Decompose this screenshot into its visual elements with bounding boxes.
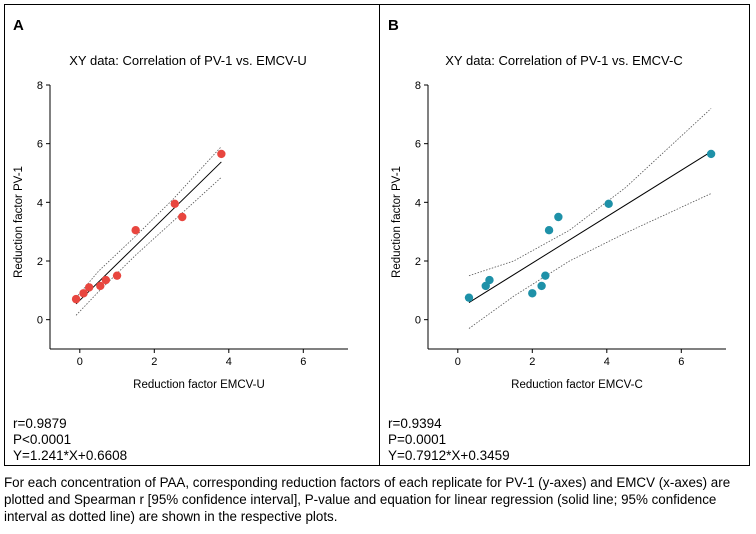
x-tick-label: 6	[300, 356, 306, 368]
y-tick-label: 4	[37, 197, 43, 209]
x-tick-label: 2	[529, 356, 535, 368]
panel-b-chart: 0 2 4 6 8 0 2 4 6 Reduction factor EMCV-C Reductio…	[391, 80, 726, 391]
data-point	[79, 289, 88, 298]
panel-b-letter: B	[388, 17, 399, 34]
data-point	[131, 226, 140, 235]
data-point	[485, 275, 494, 285]
data-point	[554, 212, 563, 222]
panel-b-title: XY data: Correlation of PV-1 vs. EMCV-C	[445, 53, 683, 68]
data-point	[101, 275, 111, 285]
y-axis-label: Reduction factor PV-1	[391, 166, 403, 278]
data-point	[170, 199, 179, 208]
x-axis-label: Reduction factor EMCV-U	[133, 379, 265, 391]
data-point	[528, 289, 537, 298]
data-point	[71, 294, 81, 304]
x-tick-label: 2	[151, 356, 157, 368]
x-tick-label: 0	[455, 356, 461, 368]
panel-a-title: XY data: Correlation of PV-1 vs. EMCV-U	[69, 53, 307, 68]
data-point	[544, 226, 554, 235]
ci-upper-line	[75, 146, 222, 298]
x-axis-label: Reduction factor EMCV-C	[511, 379, 643, 391]
data-point	[178, 212, 187, 222]
panel-a-p-value: P<0.0001	[13, 432, 72, 447]
panel-b-stats: r=0.9394 P=0.0001 Y=0.7912*X+0.3459	[388, 416, 510, 464]
y-tick-label: 4	[415, 197, 421, 209]
y-tick-label: 6	[37, 139, 43, 151]
x-tick-label: 4	[604, 356, 610, 368]
x-tick-label: 0	[77, 356, 83, 368]
data-point	[537, 281, 546, 291]
panel-a-equation: Y=1.241*X+0.6608	[13, 448, 128, 463]
panel-divider	[379, 4, 380, 466]
regression-line	[75, 161, 222, 305]
figure-frame	[4, 4, 750, 466]
ci-lower-line	[75, 177, 222, 316]
x-tick-label: 4	[226, 356, 232, 368]
y-tick-label: 0	[415, 315, 421, 327]
panel-b-equation: Y=0.7912*X+0.3459	[388, 448, 510, 463]
data-point	[96, 281, 105, 291]
panel-a-chart: 0 2 4 6 8 0 2 4 6 Reduction factor EMCV-U Reductio…	[13, 80, 348, 391]
figure-caption: For each concentration of PAA, correspon…	[4, 475, 731, 524]
regression-line	[468, 151, 712, 303]
data-point	[604, 199, 613, 208]
y-tick-label: 8	[415, 80, 421, 92]
panel-b-p-value: P=0.0001	[388, 432, 447, 447]
y-tick-label: 0	[37, 315, 43, 327]
y-tick-label: 2	[415, 256, 421, 268]
x-tick-label: 6	[678, 356, 684, 368]
panel-b-r-value: r=0.9394	[388, 416, 442, 431]
data-point	[706, 149, 716, 159]
ci-lower-line	[468, 193, 712, 329]
panel-a-letter: A	[13, 17, 24, 34]
y-axis-label: Reduction factor PV-1	[13, 166, 25, 278]
data-point	[112, 271, 122, 280]
data-point	[464, 293, 474, 302]
panel-a-r-value: r=0.9879	[13, 416, 67, 431]
data-point	[217, 149, 226, 159]
ci-upper-line	[468, 108, 712, 277]
y-tick-label: 2	[37, 256, 43, 268]
data-point	[541, 271, 550, 280]
data-point	[84, 283, 94, 292]
y-tick-label: 8	[37, 80, 43, 92]
y-tick-label: 6	[415, 139, 421, 151]
panel-a-stats: r=0.9879 P<0.0001 Y=1.241*X+0.6608	[13, 416, 127, 464]
